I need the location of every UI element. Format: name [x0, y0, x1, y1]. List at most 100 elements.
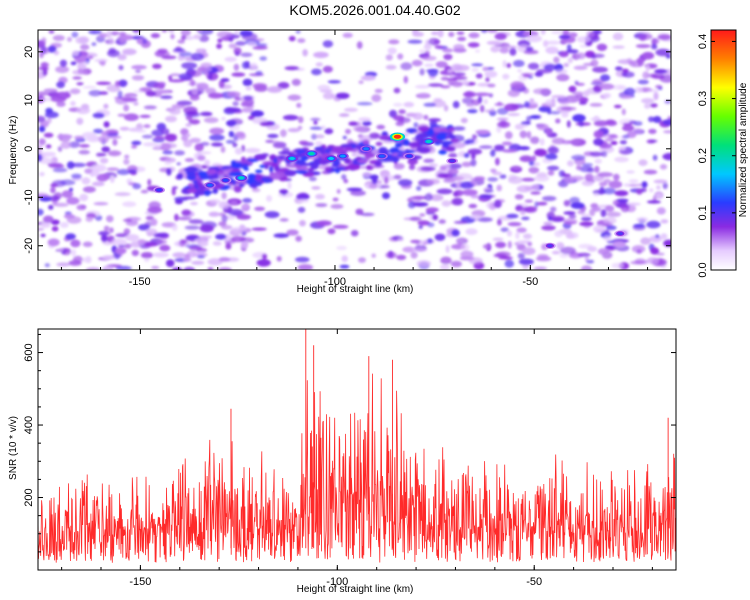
heatmap-noise-blob [427, 222, 435, 228]
heatmap-noise-blob [56, 81, 65, 89]
heatmap-band-blob [334, 161, 340, 167]
heatmap-noise-blob [203, 117, 219, 124]
heatmap-noise-blob [602, 92, 612, 99]
heatmap-noise-blob [371, 94, 382, 102]
heatmap-band-blob [435, 133, 447, 141]
heatmap-noise-blob [38, 125, 46, 133]
heatmap-noise-blob [299, 220, 306, 227]
heatmap-y-tick-label: -10 [23, 189, 35, 205]
heatmap-noise-blob [188, 119, 201, 125]
heatmap-noise-blob [622, 71, 635, 78]
heatmap-noise-blob [311, 133, 318, 140]
heatmap-noise-blob [228, 130, 235, 138]
heatmap-y-tick-label: 0 [23, 146, 35, 152]
heatmap-noise-blob [486, 40, 502, 46]
heatmap-noise-blob [529, 115, 541, 119]
heatmap-noise-blob [197, 155, 206, 161]
snr-frame [37, 328, 677, 571]
snr-x-tick-label: -150 [129, 576, 151, 588]
heatmap-y-tick-label: -20 [23, 238, 35, 254]
heatmap-noise-blob [106, 167, 119, 171]
heatmap-noise-blob [577, 252, 591, 257]
heatmap-noise-blob [560, 106, 577, 111]
heatmap-noise-blob [234, 30, 239, 35]
heatmap-noise-blob [506, 230, 513, 237]
heatmap-noise-blob [428, 163, 439, 168]
heatmap-noise-blob [155, 144, 163, 148]
heatmap-noise-blob [513, 59, 525, 68]
heatmap-band-blob [379, 137, 392, 141]
heatmap-noise-blob [252, 46, 268, 50]
heatmap-noise-blob [189, 137, 201, 143]
heatmap-noise-blob [251, 227, 267, 231]
heatmap-noise-blob [656, 252, 665, 256]
heatmap-noise-blob [663, 239, 671, 247]
heatmap-band-blob [356, 159, 369, 164]
snr-x-tick-label: -100 [326, 576, 348, 588]
heatmap-noise-blob [569, 196, 580, 204]
heatmap-noise-blob [52, 35, 65, 41]
heatmap-noise-blob [47, 238, 60, 247]
heatmap-noise-blob [525, 46, 534, 52]
heatmap-band-blob [347, 163, 361, 171]
heatmap-noise-blob [150, 218, 158, 226]
heatmap-noise-blob [124, 154, 130, 159]
heatmap-noise-blob [536, 123, 549, 131]
heatmap-noise-blob [266, 86, 283, 93]
heatmap-noise-blob [561, 111, 569, 118]
heatmap-noise-blob [218, 257, 231, 262]
heatmap-noise-blob [71, 50, 80, 56]
heatmap-noise-blob [119, 36, 127, 44]
heatmap-noise-blob [218, 80, 225, 88]
heatmap-noise-blob [664, 100, 671, 104]
heatmap-noise-blob [70, 162, 87, 168]
heatmap-noise-blob [265, 139, 274, 143]
heatmap-noise-blob [118, 79, 128, 88]
heatmap-noise-blob [103, 103, 109, 109]
heatmap-noise-blob [252, 83, 268, 89]
heatmap-noise-blob [142, 142, 157, 147]
heatmap-noise-blob [66, 36, 73, 42]
heatmap-noise-blob [530, 136, 540, 144]
heatmap-noise-blob [545, 46, 559, 54]
heatmap-noise-blob [594, 165, 600, 173]
heatmap-noise-blob [434, 45, 443, 49]
heatmap-hotspot [449, 159, 456, 163]
heatmap-noise-blob [374, 88, 383, 93]
heatmap-band-blob [239, 163, 250, 167]
heatmap-noise-blob [451, 229, 460, 237]
heatmap-noise-blob [56, 262, 71, 267]
heatmap-noise-blob [644, 103, 651, 109]
heatmap-noise-blob [522, 233, 533, 240]
heatmap-hotspot [207, 183, 213, 187]
heatmap-noise-blob [589, 103, 603, 107]
heatmap-noise-blob [39, 52, 44, 59]
heatmap-noise-blob [60, 179, 76, 186]
heatmap-noise-blob [460, 117, 468, 124]
heatmap-noise-blob [519, 155, 533, 162]
heatmap-noise-blob [436, 188, 453, 195]
heatmap-noise-blob [518, 258, 535, 265]
heatmap-noise-blob [614, 190, 629, 197]
heatmap-noise-blob [98, 231, 109, 236]
heatmap-noise-blob [81, 177, 91, 185]
heatmap-band-blob [378, 149, 390, 154]
heatmap-noise-blob [85, 216, 94, 222]
heatmap-noise-blob [388, 39, 400, 45]
heatmap-noise-layer [38, 30, 671, 270]
heatmap-noise-blob [98, 91, 109, 95]
heatmap-noise-blob [360, 75, 376, 81]
heatmap-noise-blob [393, 163, 405, 170]
heatmap-y-tick-label: 20 [23, 46, 35, 58]
heatmap-noise-blob [453, 72, 466, 77]
heatmap-noise-blob [440, 256, 452, 265]
heatmap-noise-blob [185, 115, 193, 121]
heatmap-noise-blob [241, 230, 247, 236]
heatmap-noise-blob [385, 251, 397, 259]
heatmap-noise-blob [65, 233, 76, 240]
heatmap-noise-blob [508, 176, 523, 184]
heatmap-noise-blob [469, 214, 481, 220]
heatmap-noise-blob [642, 71, 650, 79]
heatmap-noise-blob [57, 146, 63, 152]
heatmap-noise-blob [358, 80, 364, 84]
